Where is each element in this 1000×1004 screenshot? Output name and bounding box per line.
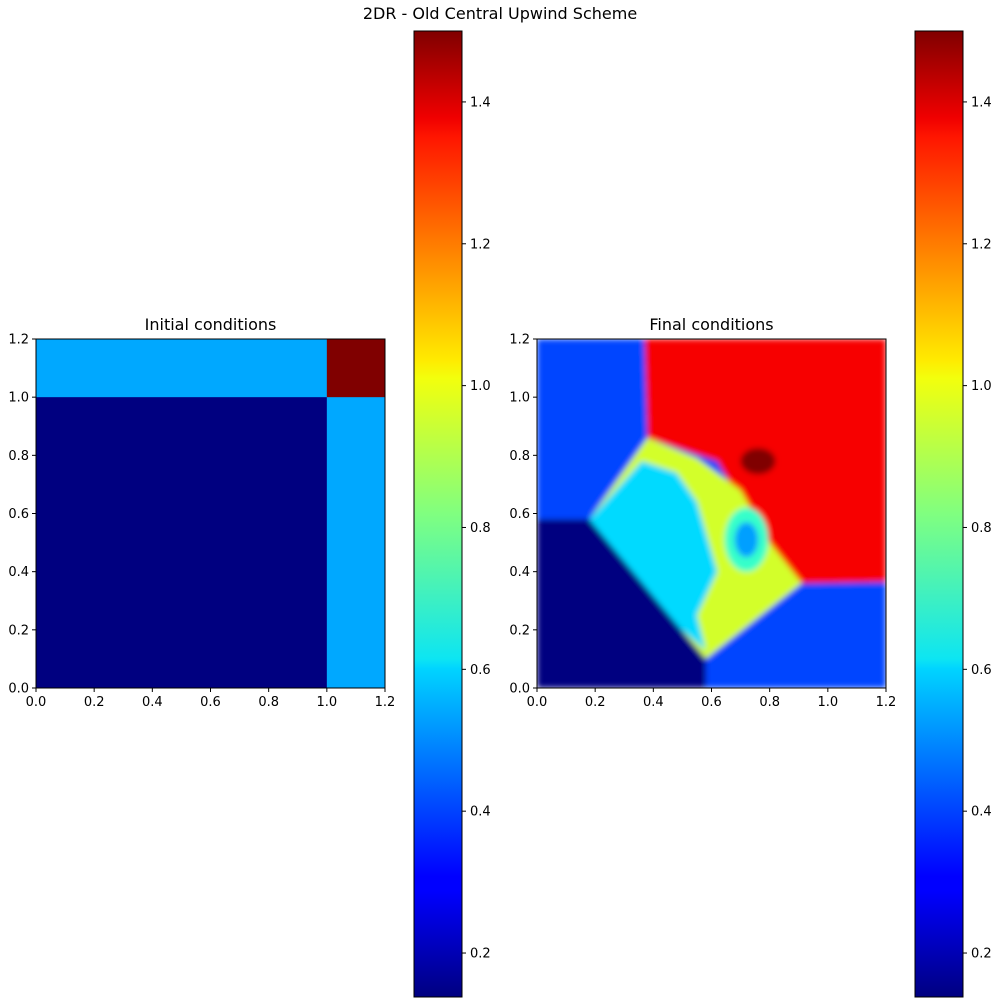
colorbar-tick-label: 1.4 (971, 95, 992, 110)
y-tick-label: 0.2 (509, 623, 530, 638)
colorbar-tick-label: 0.2 (470, 947, 491, 962)
y-tick-label: 1.2 (8, 333, 29, 348)
x-tick-label: 0.6 (701, 695, 722, 710)
y-tick-label: 0.4 (8, 565, 29, 580)
x-tick-label: 0.0 (527, 695, 548, 710)
x-tick-label: 1.2 (876, 695, 897, 710)
x-tick-label: 0.4 (643, 695, 664, 710)
plot-title: Initial conditions (145, 315, 277, 334)
y-tick-label: 0.0 (8, 682, 29, 697)
heatmap-region (36, 397, 327, 688)
colorbar: 0.2 0.4 0.6 0.8 1.0 1.2 1.4 (413, 30, 491, 998)
heatmap-region (537, 519, 706, 688)
y-tick-label: 1.0 (8, 391, 29, 406)
y-tick-label: 0.8 (509, 449, 530, 464)
plot-title: Final conditions (649, 315, 773, 334)
y-tick-label: 1.2 (509, 333, 530, 348)
x-tick-label: 0.4 (142, 695, 163, 710)
heatmap-region (740, 448, 776, 475)
colorbar-tick-label: 0.4 (470, 805, 491, 820)
heatmap-region (589, 461, 718, 651)
x-tick-label: 0.6 (200, 695, 221, 710)
colorbar: 0.2 0.4 0.6 0.8 1.0 1.2 1.4 (914, 30, 992, 998)
heatmap-field (537, 339, 886, 688)
x-tick-label: 1.0 (316, 695, 337, 710)
heatmap-field (36, 339, 385, 688)
colorbar-tick-label: 0.4 (971, 805, 992, 820)
x-tick-label: 0.0 (26, 695, 47, 710)
y-tick-label: 0.8 (8, 449, 29, 464)
y-tick-label: 0.4 (509, 565, 530, 580)
y-tick-label: 0.2 (8, 623, 29, 638)
x-tick-label: 0.8 (759, 695, 780, 710)
y-tick-label: 0.6 (8, 507, 29, 522)
x-tick-label: 0.2 (585, 695, 606, 710)
colorbar-tick-label: 0.6 (470, 663, 491, 678)
x-tick-label: 0.8 (258, 695, 279, 710)
colorbar-tick-label: 1.2 (971, 237, 992, 252)
x-tick-label: 1.0 (817, 695, 838, 710)
final-conditions-panel: Final conditions 0.0 0.2 0.4 0.6 0.8 1.0 1.20.… (509, 30, 992, 998)
x-tick-label: 0.2 (84, 695, 105, 710)
colorbar-tick-label: 0.6 (971, 663, 992, 678)
figure-title: 2DR - Old Central Upwind Scheme (363, 4, 637, 23)
initial-conditions-panel: Initial conditions 0.0 0.2 0.4 0.6 0.8 1.0 1.2… (8, 30, 491, 998)
heatmap-region (326, 339, 385, 398)
colorbar-frame (413, 30, 463, 998)
colorbar-gradient (915, 31, 963, 997)
colorbar-tick-label: 1.4 (470, 95, 491, 110)
colorbar-tick-label: 1.2 (470, 237, 491, 252)
colorbar-gradient (414, 31, 462, 997)
colorbar-tick-label: 1.0 (470, 379, 491, 394)
heatmap-region (734, 522, 759, 558)
colorbar-frame (914, 30, 964, 998)
y-tick-label: 0.6 (509, 507, 530, 522)
y-tick-label: 0.0 (509, 682, 530, 697)
x-tick-label: 1.2 (375, 695, 396, 710)
colorbar-tick-label: 0.2 (971, 947, 992, 962)
colorbar-tick-label: 0.8 (971, 521, 992, 536)
y-tick-label: 1.0 (509, 391, 530, 406)
colorbar-tick-label: 1.0 (971, 379, 992, 394)
colorbar-tick-label: 0.8 (470, 521, 491, 536)
